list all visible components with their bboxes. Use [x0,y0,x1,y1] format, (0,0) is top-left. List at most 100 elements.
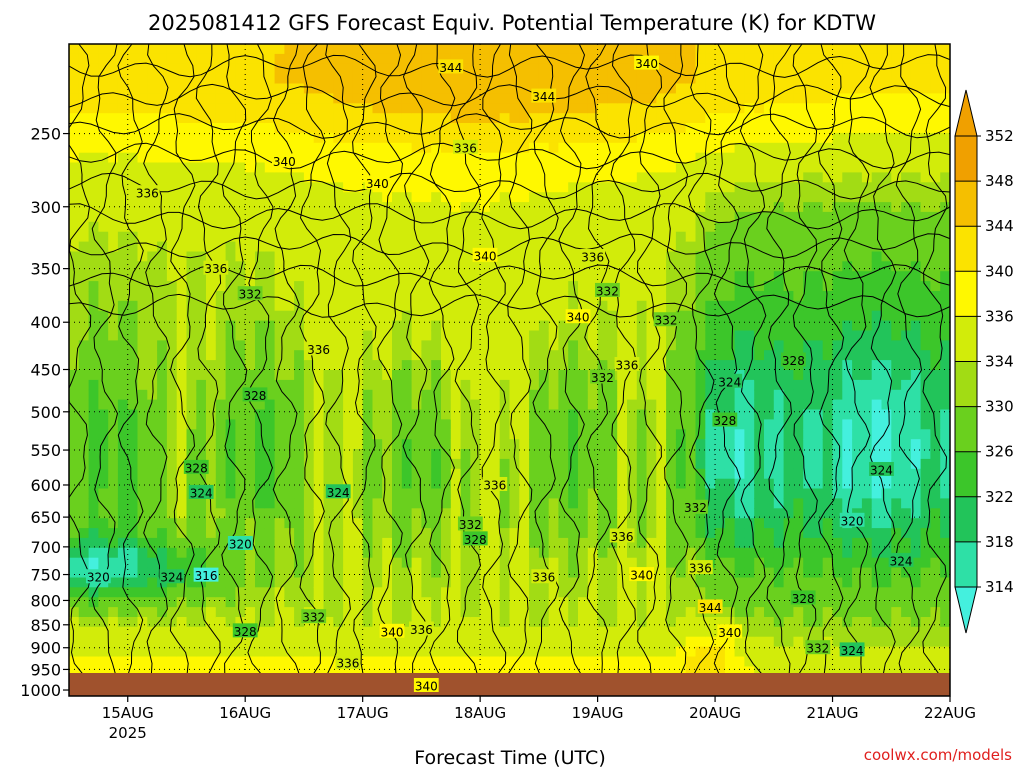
field-cell [489,310,501,322]
field-cell [783,330,794,341]
field-cell [333,330,344,341]
field-cell [460,498,471,509]
field-cell [186,626,197,638]
field-cell [558,360,569,371]
field-cell [284,350,295,361]
field-cell [382,241,393,253]
field-cell [793,488,804,499]
field-cell [255,320,266,332]
field-cell [803,300,814,312]
field-cell [470,617,481,628]
field-cell [196,83,207,94]
field-cell [372,370,383,381]
field-cell [548,478,560,490]
field-cell [460,597,471,608]
field-cell [607,63,618,75]
field-cell [627,113,638,124]
field-cell [607,626,618,638]
field-cell [88,261,99,272]
field-cell [724,646,736,658]
field-cell [646,221,657,233]
field-cell [783,172,794,183]
field-cell [480,113,491,124]
field-cell [127,132,139,144]
field-cell [264,241,276,253]
field-cell [715,656,726,667]
field-cell [803,113,814,124]
field-cell [117,152,129,164]
field-cell [274,409,285,420]
field-cell [529,192,540,203]
field-cell [509,73,520,85]
field-cell [529,123,540,134]
field-cell [705,656,716,667]
field-cell [401,44,413,55]
field-cell [666,53,677,65]
field-cell [773,340,785,351]
field-cell [578,221,589,233]
field-cell [764,399,775,411]
field-cell [578,340,589,351]
field-cell [108,370,119,381]
field-cell [313,399,325,411]
field-cell [558,518,569,529]
field-cell [460,389,471,401]
field-cell [411,379,422,391]
field-cell [558,399,569,411]
field-cell [343,597,354,608]
field-cell [215,300,227,312]
field-cell [411,607,422,618]
field-cell [656,528,667,539]
field-cell [215,162,227,173]
field-cell [294,587,305,598]
field-cell [401,142,413,154]
field-cell [382,231,393,243]
field-cell [147,44,158,55]
field-cell [568,300,579,312]
field-cell [450,458,462,470]
field-cell [783,320,794,332]
field-cell [294,626,305,638]
field-cell [666,449,677,460]
field-cell [441,53,452,65]
field-cell [421,83,432,94]
field-cell [147,636,158,648]
field-cell [245,261,256,272]
field-cell [78,439,90,450]
field-cell [587,53,599,65]
field-cell [88,409,99,420]
field-cell [744,587,755,598]
field-cell [470,449,481,460]
field-cell [362,192,374,203]
field-cell [666,389,677,401]
field-cell [147,103,158,114]
field-cell [597,626,608,638]
field-cell [166,320,178,332]
field-cell [587,132,599,144]
field-cell [157,508,168,519]
field-cell [783,103,794,114]
field-cell [773,320,785,332]
field-cell [578,123,589,134]
field-cell [147,241,158,253]
field-cell [754,656,765,667]
field-cell [382,547,393,559]
field-cell [117,271,129,282]
field-cell [392,251,403,262]
field-cell [460,547,471,559]
field-cell [186,498,197,509]
field-cell [685,547,697,559]
field-cell [489,597,501,608]
field-cell [636,182,648,193]
field-cell [343,192,354,203]
field-cell [431,291,442,302]
field-cell [675,300,687,312]
field-cell [783,370,794,381]
field-cell [627,271,638,282]
field-cell [519,646,530,658]
field-cell [206,399,217,411]
field-cell [548,162,560,173]
field-cell [362,211,374,223]
field-cell [117,449,129,460]
field-cell [78,281,90,292]
